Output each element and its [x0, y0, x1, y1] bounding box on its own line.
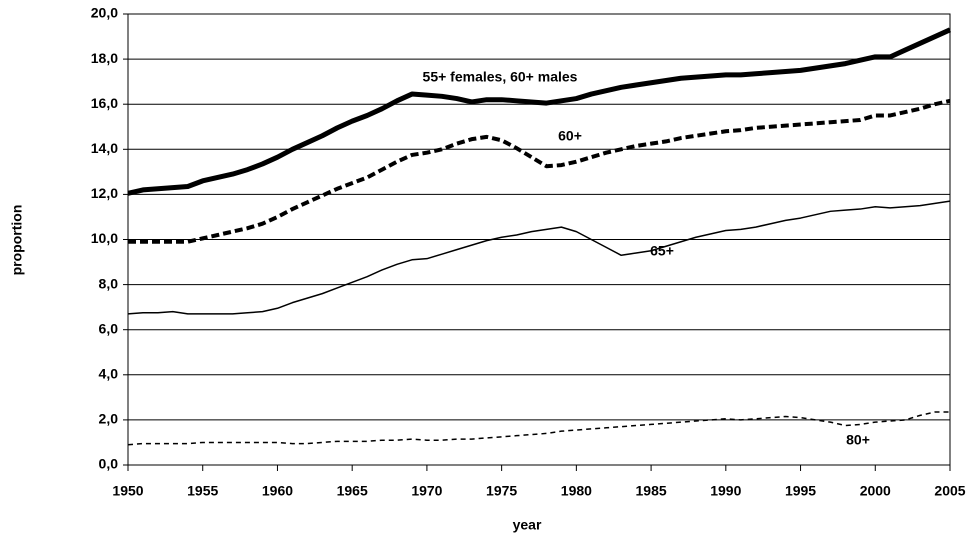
y-axis-label: proportion — [9, 205, 25, 276]
x-axis-label: year — [513, 517, 542, 533]
x-tick-label: 2005 — [934, 483, 965, 499]
series-label: 60+ — [558, 128, 582, 144]
x-tick-label: 1985 — [636, 483, 667, 499]
y-tick-label: 2,0 — [99, 411, 119, 427]
x-tick-label: 1970 — [411, 483, 442, 499]
y-tick-label: 8,0 — [99, 275, 119, 291]
series-label: 80+ — [846, 432, 870, 448]
x-tick-label: 1980 — [561, 483, 592, 499]
x-tick-label: 1975 — [486, 483, 517, 499]
series-line — [128, 98, 951, 244]
y-tick-label: 0,0 — [99, 456, 119, 472]
series-label: 65+ — [650, 243, 674, 259]
x-tick-label: 2000 — [860, 483, 891, 499]
x-tick-label: 1950 — [112, 483, 143, 499]
series-line — [127, 200, 951, 315]
x-tick-label: 1960 — [262, 483, 293, 499]
series-label: 55+ females, 60+ males — [423, 69, 578, 85]
y-tick-label: 14,0 — [91, 140, 118, 156]
x-tick-label: 1990 — [710, 483, 741, 499]
y-tick-label: 4,0 — [99, 366, 119, 382]
series-line — [127, 27, 952, 196]
y-tick-label: 6,0 — [99, 320, 119, 336]
x-tick-label: 1955 — [187, 483, 218, 499]
y-tick-label: 18,0 — [91, 50, 118, 66]
x-tick-label: 1995 — [785, 483, 816, 499]
y-tick-label: 20,0 — [91, 5, 118, 21]
plot-frame — [127, 13, 951, 466]
y-tick-label: 10,0 — [91, 230, 118, 246]
y-tick-label: 16,0 — [91, 95, 118, 111]
x-tick-label: 1965 — [337, 483, 368, 499]
y-tick-label: 12,0 — [91, 185, 118, 201]
series-line — [127, 411, 950, 446]
